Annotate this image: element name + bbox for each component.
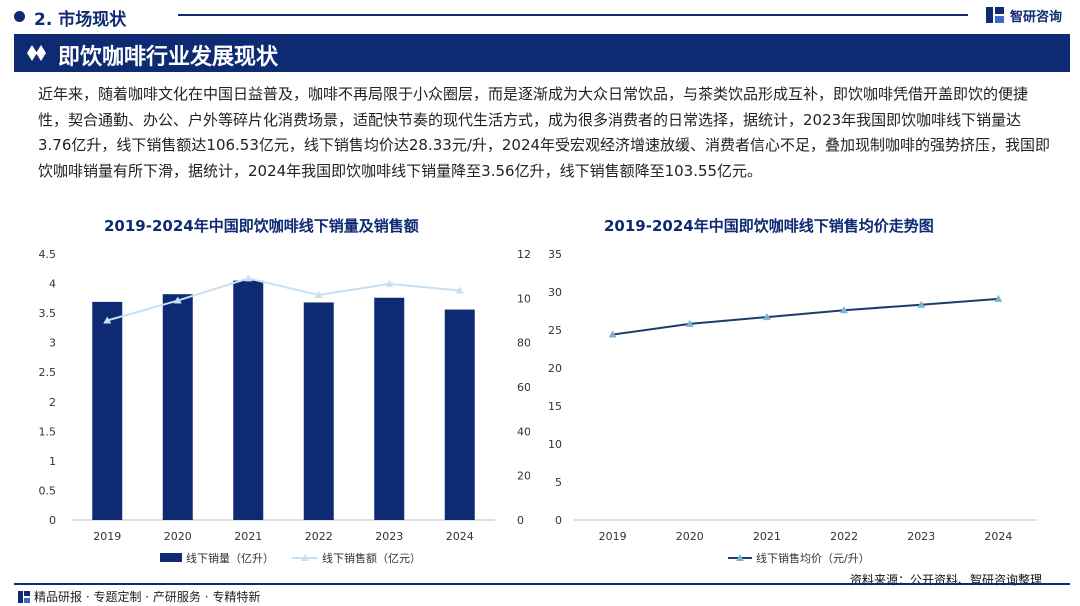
x-tick-label: 2022 bbox=[830, 530, 858, 543]
x-tick-label: 2022 bbox=[305, 530, 333, 543]
y-tick-label: 20 bbox=[548, 362, 562, 375]
legend-swatch-sales-volume bbox=[160, 553, 182, 562]
bar-sales-volume bbox=[233, 280, 264, 520]
page-title: 即饮咖啡行业发展现状 bbox=[58, 45, 279, 70]
section-bullet-icon bbox=[14, 11, 25, 22]
y-left-tick-label: 1 bbox=[49, 455, 56, 468]
y-right-tick-label: 0 bbox=[517, 514, 524, 527]
sales-volume-revenue-chart: 0 0.5 1 1.5 2 2.5 3 3.5 4 4.5 0 20 40 60 80 100 120 2019 2… bbox=[39, 248, 531, 565]
point-avg-price bbox=[840, 306, 849, 314]
y-left-tick-label: 3 bbox=[49, 337, 56, 350]
y-right-tick-label: 100 bbox=[517, 292, 530, 305]
header-divider bbox=[178, 14, 968, 16]
bar-sales-volume bbox=[92, 301, 123, 520]
y-right-tick-label: 60 bbox=[517, 381, 530, 394]
x-tick-label: 2020 bbox=[676, 530, 704, 543]
y-tick-label: 10 bbox=[548, 438, 562, 451]
y-right-tick-label: 40 bbox=[517, 425, 530, 438]
y-tick-label: 15 bbox=[548, 400, 562, 413]
x-tick-label: 2024 bbox=[446, 530, 474, 543]
bar-sales-volume bbox=[374, 297, 405, 520]
bar-sales-volume bbox=[303, 302, 334, 520]
x-tick-label: 2021 bbox=[753, 530, 781, 543]
brand-logo: 智研咨询 bbox=[986, 4, 1076, 26]
footer-tagline: 精品研报 · 专题定制 · 产研服务 · 专精特新 bbox=[34, 590, 261, 604]
point-revenue bbox=[385, 279, 394, 287]
y-tick-label: 25 bbox=[548, 324, 562, 337]
series-line-revenue bbox=[106, 277, 460, 322]
y-right-tick-label: 20 bbox=[517, 470, 530, 483]
x-tick-label: 2019 bbox=[599, 530, 627, 543]
source-note: 资料来源：公开资料、智研咨询整理 bbox=[849, 573, 1042, 587]
point-avg-price bbox=[917, 300, 926, 308]
x-tick-label: 2023 bbox=[375, 530, 403, 543]
y-tick-label: 5 bbox=[555, 476, 562, 489]
y-left-tick-label: 3.5 bbox=[39, 307, 57, 320]
footer-logo-icon bbox=[18, 591, 30, 603]
legend-label-avg-price: 线下销售均价（元/升） bbox=[756, 551, 870, 565]
legend-marker-revenue bbox=[301, 554, 309, 561]
chart2-title: 2019-2024年中国即饮咖啡线下销售均价走势图 bbox=[604, 217, 934, 235]
summary-paragraph: 近年来，随着咖啡文化在中国日益普及，咖啡不再局限于小众圈层，而是逐渐成为大众日常… bbox=[38, 85, 1051, 180]
y-tick-label: 0 bbox=[555, 514, 562, 527]
footer-tagline-wrap: 精品研报 · 专题定制 · 产研服务 · 专精特新 bbox=[18, 588, 260, 605]
x-tick-label: 2021 bbox=[234, 530, 262, 543]
y-right-tick-label: 120 bbox=[517, 248, 530, 261]
y-left-tick-label: 1.5 bbox=[39, 425, 57, 438]
brand-logo-icon bbox=[986, 7, 1004, 23]
x-tick-label: 2023 bbox=[907, 530, 935, 543]
y-left-tick-label: 4 bbox=[49, 278, 56, 291]
point-revenue bbox=[173, 296, 182, 304]
y-left-tick-label: 0 bbox=[49, 514, 56, 527]
legend-label-sales-volume: 线下销量（亿升） bbox=[186, 551, 274, 565]
section-title: 2. 市场现状 bbox=[34, 10, 127, 30]
chart1-title: 2019-2024年中国即饮咖啡线下销量及销售额 bbox=[104, 217, 419, 235]
x-tick-label: 2024 bbox=[984, 530, 1012, 543]
title-banner: 即饮咖啡行业发展现状 bbox=[14, 34, 1070, 72]
footer-divider bbox=[14, 583, 1070, 585]
point-revenue bbox=[103, 316, 112, 324]
y-left-tick-label: 0.5 bbox=[39, 484, 57, 497]
bar-sales-volume bbox=[162, 294, 193, 520]
point-revenue bbox=[455, 286, 464, 294]
y-right-tick-label: 80 bbox=[517, 337, 530, 350]
diamond-icon bbox=[27, 45, 46, 61]
series-line-avg-price bbox=[612, 297, 999, 336]
point-avg-price bbox=[608, 330, 617, 338]
y-tick-label: 30 bbox=[548, 286, 562, 299]
y-left-tick-label: 4.5 bbox=[39, 248, 57, 261]
brand-name: 智研咨询 bbox=[1010, 10, 1063, 25]
legend-marker-avg-price bbox=[736, 554, 744, 561]
top-bar: 2. 市场现状 智研咨询 bbox=[0, 0, 1080, 34]
average-price-chart: 0 5 10 15 20 25 30 35 2019 2020 2021 2022 2023 2024 线下… bbox=[548, 248, 1037, 565]
point-avg-price bbox=[994, 294, 1003, 302]
point-revenue bbox=[314, 291, 323, 299]
y-left-tick-label: 2 bbox=[49, 396, 56, 409]
x-tick-label: 2020 bbox=[164, 530, 192, 543]
x-tick-label: 2019 bbox=[93, 530, 121, 543]
y-left-tick-label: 2.5 bbox=[39, 366, 57, 379]
y-tick-label: 35 bbox=[548, 248, 562, 261]
point-revenue bbox=[244, 274, 253, 282]
bar-sales-volume bbox=[444, 309, 475, 520]
point-avg-price bbox=[685, 319, 694, 327]
point-avg-price bbox=[762, 313, 771, 321]
legend-label-revenue: 线下销售额（亿元） bbox=[322, 551, 421, 565]
